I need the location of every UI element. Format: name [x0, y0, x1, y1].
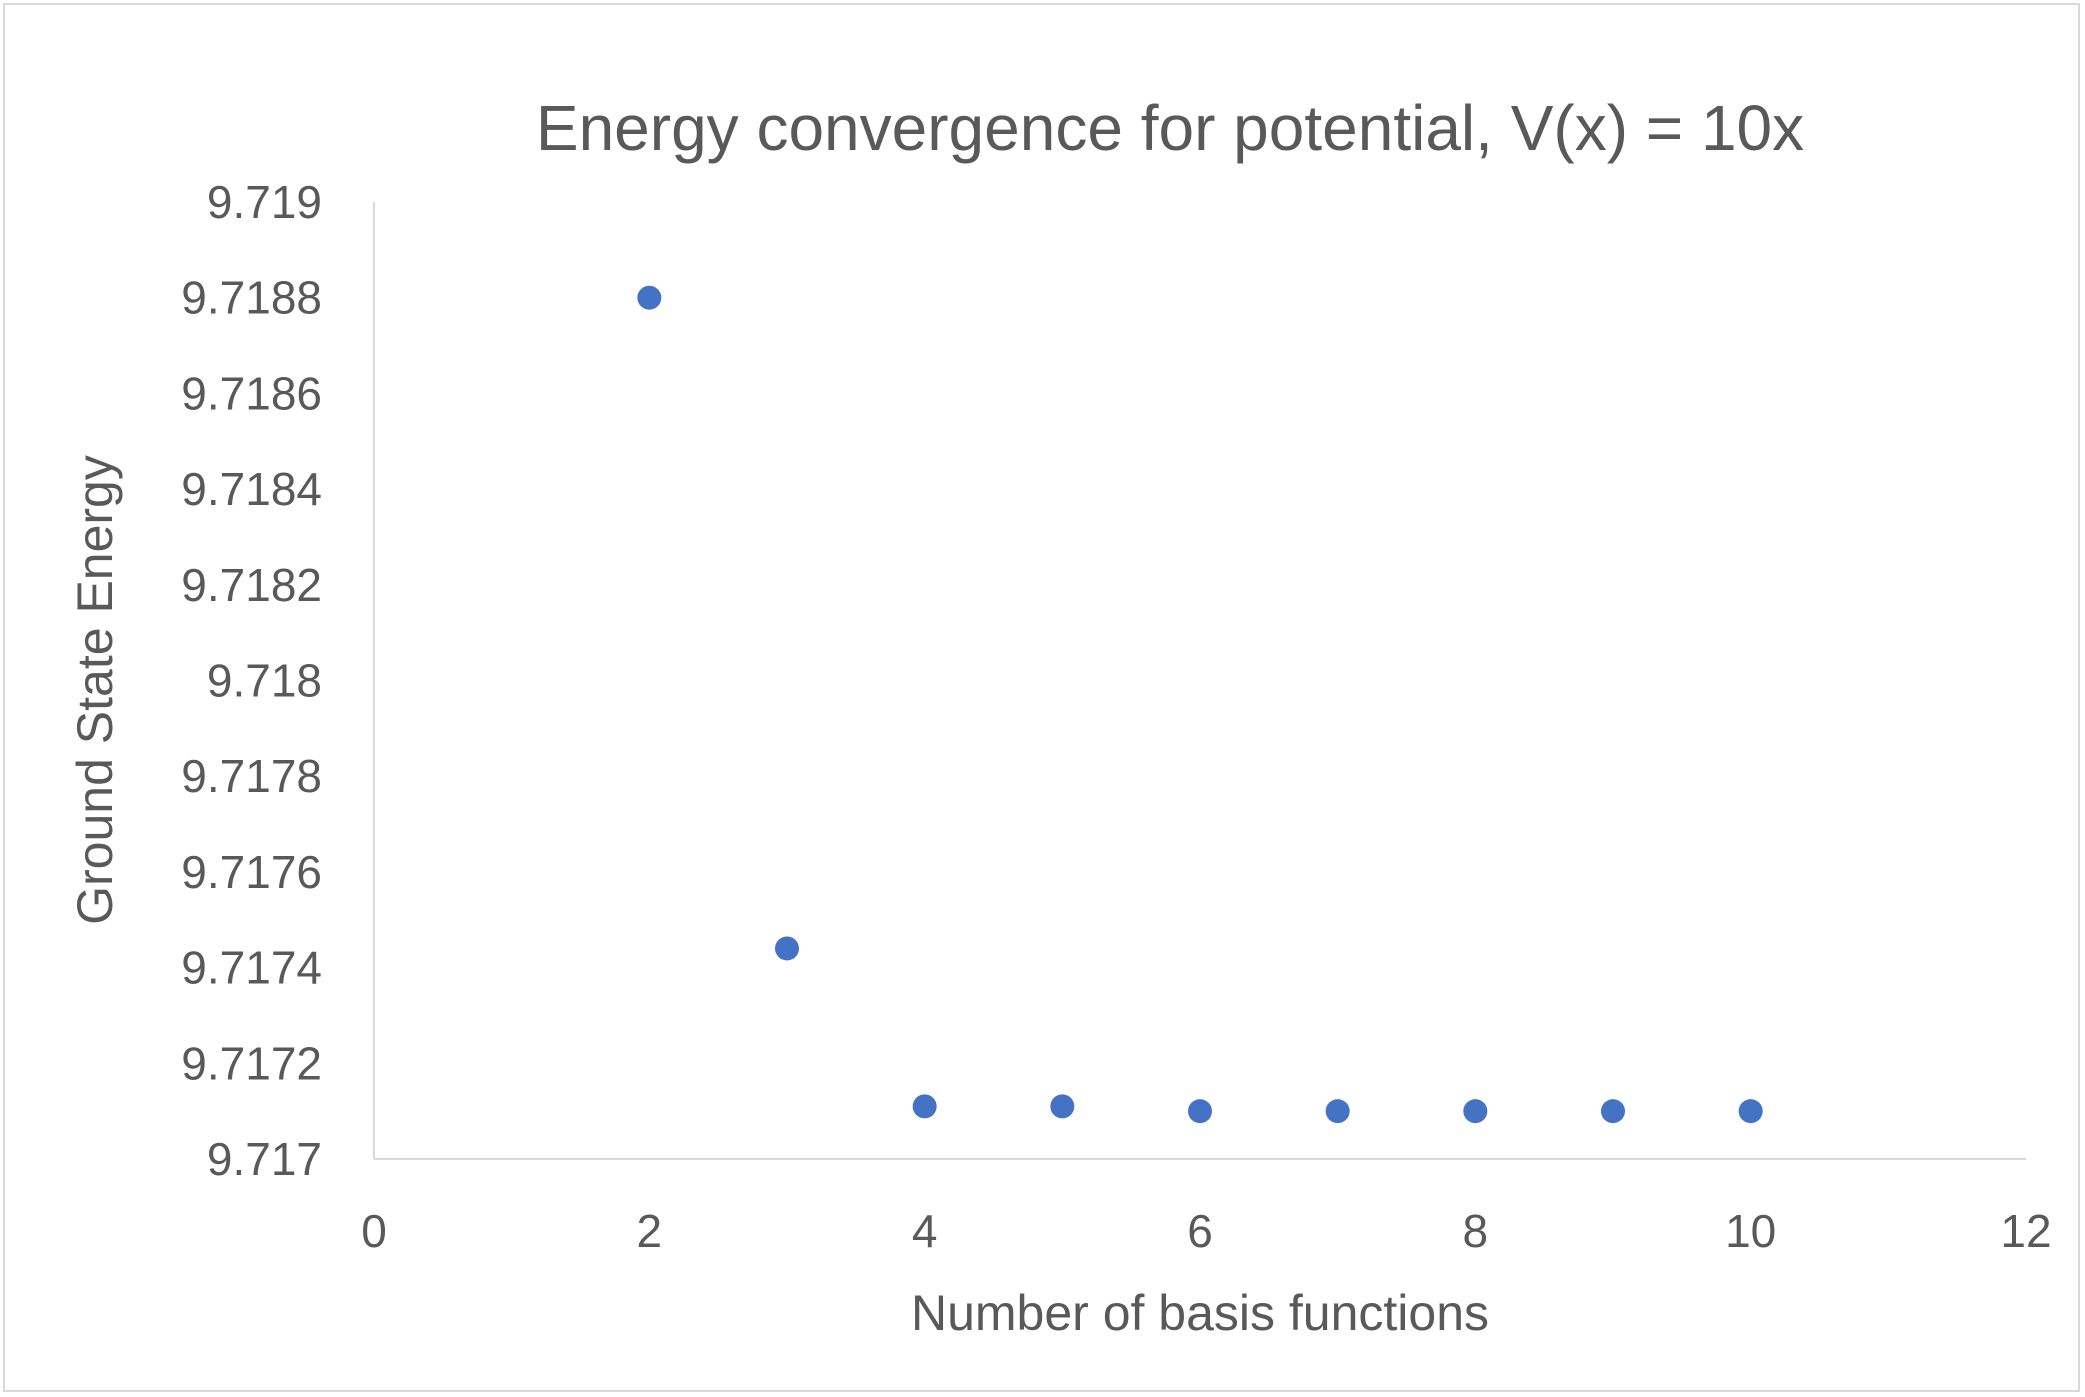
y-tick-label: 9.719 — [207, 176, 322, 228]
data-point — [775, 936, 799, 961]
y-tick-label: 9.7176 — [181, 846, 322, 898]
chart-frame — [3, 3, 2080, 1392]
x-axis-title: Number of basis functions — [911, 1285, 1489, 1341]
x-tick-label: 6 — [1187, 1205, 1213, 1257]
y-tick-label: 9.7188 — [181, 272, 322, 324]
data-point — [912, 1094, 937, 1119]
data-point — [1325, 1099, 1350, 1124]
y-tick-label: 9.7184 — [181, 463, 322, 515]
y-axis-title: Ground State Energy — [67, 455, 123, 925]
x-tick-label: 2 — [637, 1205, 663, 1257]
data-point — [1601, 1099, 1625, 1124]
y-tick-label: 9.7174 — [181, 942, 322, 994]
y-tick-label: 9.7186 — [181, 367, 322, 419]
x-tick-label: 10 — [1725, 1205, 1776, 1257]
data-point — [1050, 1094, 1075, 1119]
y-tick-label: 9.7182 — [181, 559, 322, 611]
chart-title: Energy convergence for potential, V(x) =… — [536, 92, 1804, 164]
y-tick-label: 9.7172 — [181, 1037, 322, 1089]
x-tick-label: 0 — [361, 1205, 387, 1257]
x-tick-labels: 0 2 4 6 8 10 12 — [361, 1205, 2051, 1257]
x-tick-label: 8 — [1463, 1205, 1489, 1257]
x-tick-label: 4 — [912, 1205, 938, 1257]
data-point — [1463, 1099, 1488, 1124]
y-tick-labels: 9.717 9.7172 9.7174 9.7176 9.7178 9.718 9.7182… — [181, 176, 322, 1185]
data-point — [1188, 1099, 1212, 1124]
x-tick-label: 12 — [2000, 1205, 2051, 1257]
data-point — [1738, 1099, 1763, 1124]
y-tick-label: 9.7178 — [181, 750, 322, 802]
data-point — [637, 285, 662, 310]
y-tick-label: 9.718 — [207, 655, 322, 707]
data-points — [637, 285, 1763, 1124]
y-tick-label: 9.717 — [207, 1133, 322, 1185]
